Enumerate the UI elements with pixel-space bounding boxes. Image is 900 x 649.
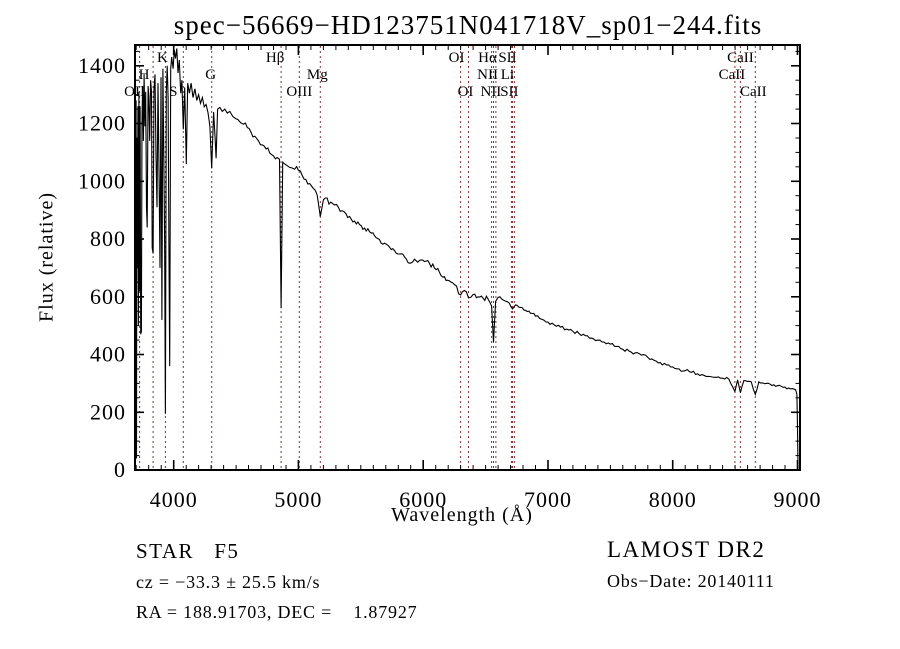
x-tick-label: 5000 bbox=[274, 487, 322, 512]
y-tick-label: 1200 bbox=[78, 111, 126, 136]
spectral-line-label-3835: H bbox=[139, 67, 150, 83]
y-tick-label: 600 bbox=[90, 284, 126, 309]
spectral-line-label-6731: SII bbox=[500, 84, 518, 100]
spectral-line-label-6300: OI bbox=[449, 50, 465, 66]
spectrum-trace bbox=[135, 48, 799, 469]
obs-date-label: Obs−Date: 20140111 bbox=[607, 571, 775, 591]
plot-title: spec−56669−HD123751N041718V_sp01−244.fit… bbox=[173, 10, 763, 40]
y-tick-label: 200 bbox=[90, 399, 126, 424]
spectral-line-label-3934: K bbox=[157, 50, 168, 66]
x-tick-label: 8000 bbox=[649, 487, 697, 512]
spectrum-chart: 4000 5000 6000 7000 8000 9000 0 200 400 600 800 100… bbox=[78, 44, 822, 512]
x-axis-title: Wavelength (Å) bbox=[391, 504, 533, 526]
spectral-line-label-6363: OI bbox=[458, 84, 474, 100]
x-tick-label: 7000 bbox=[524, 487, 572, 512]
plot-box bbox=[134, 44, 801, 471]
spectral-line-label-6583: NII bbox=[480, 84, 501, 100]
spectral-line-label-4861: Hβ bbox=[266, 50, 284, 66]
spectral-line-label-4305: G bbox=[205, 67, 216, 83]
y-tick-label: 1000 bbox=[78, 168, 126, 193]
spectral-line-label-8542: CaII bbox=[727, 50, 754, 66]
y-tick-label: 0 bbox=[114, 457, 126, 482]
x-tick-label: 6000 bbox=[399, 487, 447, 512]
radial-velocity-label: cz = −33.3 ± 25.5 km/s bbox=[136, 572, 321, 592]
spectral-line-label-8662: CaII bbox=[740, 84, 767, 100]
spectral-line-label-5007: OIII bbox=[286, 84, 312, 100]
spectral-line-label-3727: OII bbox=[124, 84, 145, 100]
spectral-line-label-6548: NII bbox=[477, 67, 498, 83]
ra-dec-label: RA = 188.91703, DEC = 1.87927 bbox=[136, 602, 418, 622]
spectral-line-label-4077: S bbox=[169, 84, 177, 100]
spectral-line-label-8498: CaII bbox=[719, 67, 746, 83]
y-tick-label: 1400 bbox=[78, 53, 126, 78]
spectral-line-label-6563: Hα bbox=[478, 50, 497, 66]
object-class-label: STAR F5 bbox=[136, 539, 240, 563]
x-tick-label: 4000 bbox=[150, 487, 198, 512]
y-tick-label: 400 bbox=[90, 342, 126, 367]
x-tick-label: 9000 bbox=[774, 487, 822, 512]
spectral-line-label-6707: Li bbox=[501, 67, 514, 83]
y-tick-label: 800 bbox=[90, 226, 126, 251]
spectral-line-label-6716: SII bbox=[498, 50, 516, 66]
spectral-line-label-5175: Mg bbox=[307, 67, 328, 83]
survey-release-label: LAMOST DR2 bbox=[607, 537, 766, 562]
